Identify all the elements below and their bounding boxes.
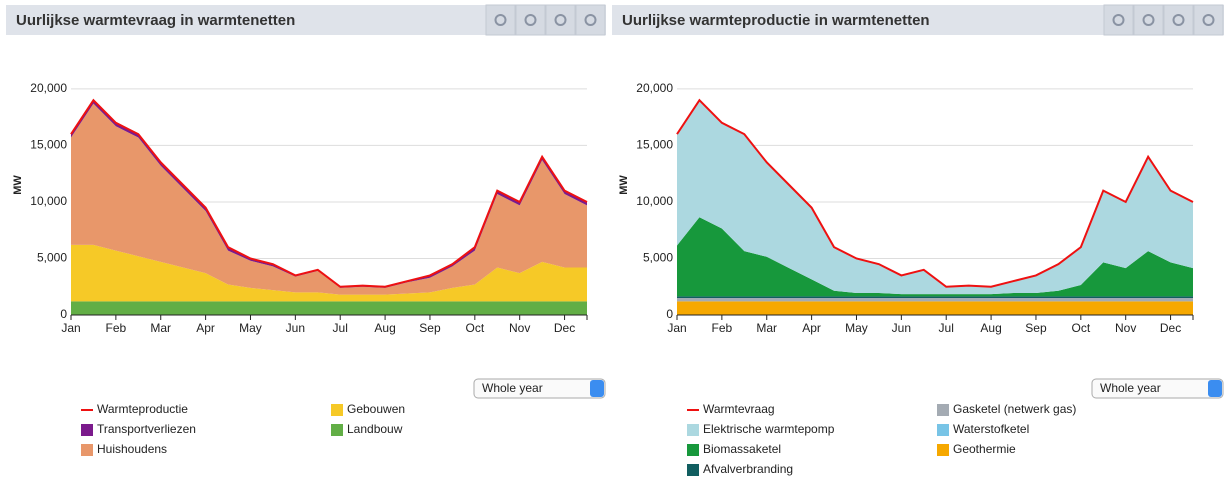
x-tick-label: Jul: [333, 321, 348, 335]
legend-label: Biomassaketel: [703, 442, 781, 456]
header-icon: [554, 14, 567, 26]
y-tick-label: 20,000: [636, 81, 673, 95]
y-axis-label: MW: [618, 175, 630, 195]
area-series: [71, 244, 587, 302]
legend-swatch: [687, 444, 699, 456]
legend-swatch: [331, 424, 343, 436]
area-series: [677, 217, 1193, 297]
x-tick-label: Apr: [196, 321, 215, 335]
area-series: [71, 301, 587, 315]
legend-swatch: [937, 444, 949, 456]
header-button[interactable]: [545, 4, 576, 36]
header-icon: [1112, 14, 1125, 26]
legend-swatch: [687, 424, 699, 436]
y-tick-label: 0: [666, 307, 673, 321]
legend-label: Huishoudens: [97, 442, 167, 456]
header-icon: [1142, 14, 1155, 26]
x-tick-label: May: [845, 321, 868, 335]
legend-label: Geothermie: [953, 442, 1016, 456]
x-tick-label: Jun: [892, 321, 911, 335]
header-button[interactable]: [1133, 4, 1164, 36]
legend-label: Warmteproductie: [97, 402, 188, 416]
x-tick-label: Aug: [374, 321, 395, 335]
x-tick-label: Oct: [465, 321, 484, 335]
area-series: [71, 103, 587, 295]
y-axis-label: MW: [12, 175, 24, 195]
y-tick-label: 5,000: [643, 251, 673, 265]
x-tick-label: Jan: [61, 321, 80, 335]
area-series: [677, 298, 1193, 302]
header-icon: [1202, 14, 1215, 26]
area-series: [677, 301, 1193, 315]
x-tick-label: Feb: [712, 321, 733, 335]
panel-title: Uurlijkse warmteproductie in warmtenette…: [622, 12, 930, 29]
y-tick-label: 15,000: [636, 138, 673, 152]
select-arrow: [1208, 380, 1222, 397]
y-tick-label: 15,000: [30, 138, 67, 152]
x-tick-label: Dec: [1160, 321, 1181, 335]
x-tick-label: Jan: [667, 321, 686, 335]
legend-label: Afvalverbranding: [703, 462, 793, 476]
header-button[interactable]: [515, 4, 546, 36]
y-tick-label: 10,000: [636, 194, 673, 208]
legend-swatch: [331, 404, 343, 416]
select-value: Whole year: [482, 381, 543, 395]
x-tick-label: Nov: [1115, 321, 1136, 335]
x-tick-label: Jun: [286, 321, 305, 335]
legend-label: Landbouw: [347, 422, 403, 436]
period-select[interactable]: [1091, 378, 1224, 399]
header-button[interactable]: [575, 4, 606, 36]
period-select[interactable]: [473, 378, 606, 399]
header-icon: [1172, 14, 1185, 26]
legend-swatch: [937, 404, 949, 416]
y-tick-label: 20,000: [30, 81, 67, 95]
area-series: [677, 296, 1193, 299]
x-tick-label: Oct: [1071, 321, 1090, 335]
area-series: [677, 100, 1193, 295]
legend-label: Waterstofketel: [953, 422, 1029, 436]
x-tick-label: Apr: [802, 321, 821, 335]
legend-label: Gebouwen: [347, 402, 405, 416]
y-tick-label: 0: [60, 307, 67, 321]
x-tick-label: May: [239, 321, 262, 335]
header-icon: [524, 14, 537, 26]
header-button[interactable]: [485, 4, 516, 36]
y-tick-label: 10,000: [30, 194, 67, 208]
select-value: Whole year: [1100, 381, 1161, 395]
legend-label: Gasketel (netwerk gas): [953, 402, 1076, 416]
header-button[interactable]: [1193, 4, 1224, 36]
header-button[interactable]: [1103, 4, 1134, 36]
header-icon: [584, 14, 597, 26]
y-tick-label: 5,000: [37, 251, 67, 265]
line-series: [676, 98, 1194, 288]
legend-swatch: [687, 464, 699, 476]
legend-label: Transportverliezen: [97, 422, 196, 436]
x-tick-label: Jul: [939, 321, 954, 335]
panel-title: Uurlijkse warmtevraag in warmtenetten: [16, 12, 295, 29]
x-tick-label: Sep: [419, 321, 441, 335]
legend-swatch: [81, 424, 93, 436]
legend-swatch: [81, 444, 93, 456]
line-series: [70, 98, 588, 288]
x-tick-label: Feb: [106, 321, 127, 335]
x-tick-label: Mar: [756, 321, 777, 335]
x-tick-label: Aug: [980, 321, 1001, 335]
legend-label: Warmtevraag: [703, 402, 775, 416]
x-tick-label: Sep: [1025, 321, 1047, 335]
x-tick-label: Dec: [554, 321, 575, 335]
x-tick-label: Mar: [150, 321, 171, 335]
x-tick-label: Nov: [509, 321, 530, 335]
select-arrow: [590, 380, 604, 397]
header-icon: [494, 14, 507, 26]
header-button[interactable]: [1163, 4, 1194, 36]
legend-label: Elektrische warmtepomp: [703, 422, 835, 436]
legend-swatch: [937, 424, 949, 436]
